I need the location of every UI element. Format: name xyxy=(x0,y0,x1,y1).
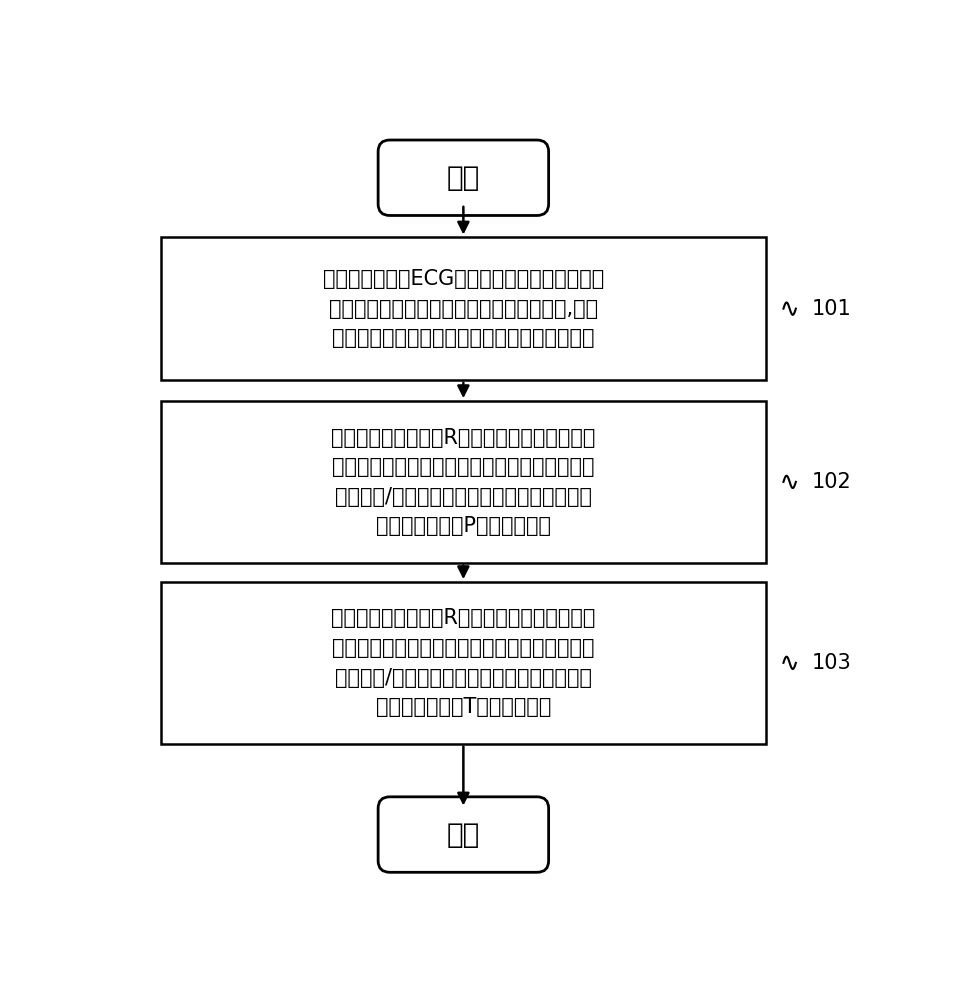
Text: 针对中间信号中原各R波所在起点位置，以该起
点位置开始向后第二信号区间范围内查找是否存
在波峰和/或波谷，并根据查找结果确定该第二
信号区间范围内T波的所在位置: 针对中间信号中原各R波所在起点位置，以该起 点位置开始向后第二信号区间范围内查找… xyxy=(331,608,595,717)
Text: 103: 103 xyxy=(812,653,851,673)
Text: 对待检测心电图ECG信号应用波峰提取算子和波
谷提取算子分别提取其波峰信号和波谷信号,并将
波峰信号和波谷信号的和值信号确定为中间信号: 对待检测心电图ECG信号应用波峰提取算子和波 谷提取算子分别提取其波峰信号和波谷… xyxy=(323,269,603,348)
Bar xyxy=(161,582,765,744)
Text: 针对中间信号中原各R波所在起点位置，以该起
点位置开始向前第一信号区间范围内查找是否存
在波峰和/或波谷，并根据查找结果确定该第一
信号区间范围内P波的所在位置: 针对中间信号中原各R波所在起点位置，以该起 点位置开始向前第一信号区间范围内查找… xyxy=(331,428,595,536)
Text: 101: 101 xyxy=(812,299,851,319)
Text: 结束: 结束 xyxy=(446,821,479,849)
Text: 102: 102 xyxy=(812,472,851,492)
FancyBboxPatch shape xyxy=(378,140,548,215)
Bar xyxy=(161,237,765,380)
Bar xyxy=(161,401,765,563)
FancyBboxPatch shape xyxy=(378,797,548,872)
Text: 开始: 开始 xyxy=(446,164,479,192)
